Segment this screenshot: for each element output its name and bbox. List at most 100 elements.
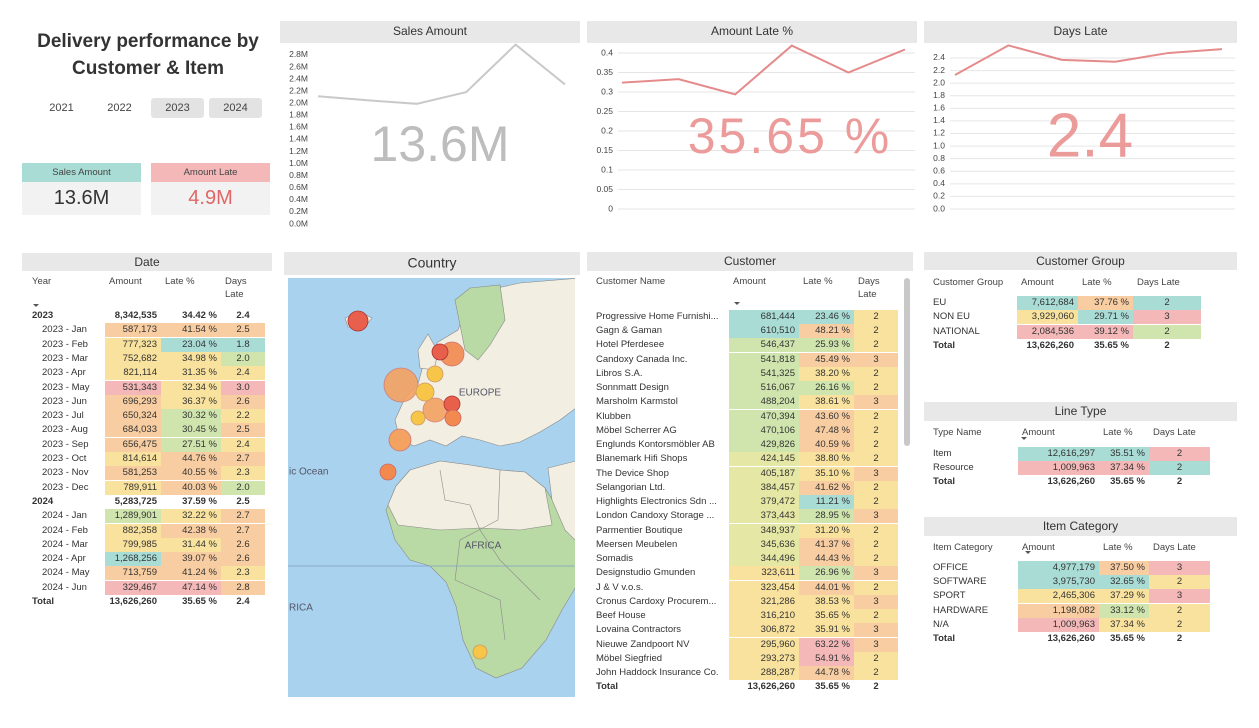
table-cell: 39.07 %	[161, 552, 221, 567]
table-cell: 42.38 %	[161, 523, 221, 538]
table-cell: 681,444	[729, 310, 799, 324]
map-bubble	[422, 397, 448, 423]
table-cell: Sonnmatt Design	[596, 382, 669, 394]
table-cell: 35.65 %	[799, 609, 854, 624]
table-cell: 2	[1149, 617, 1210, 632]
table-cell: Hotel Pferdesee	[596, 339, 665, 351]
table-cell: 37.34 %	[1099, 461, 1149, 475]
table-cell: 2.0	[221, 351, 265, 366]
table-header: Date	[22, 253, 272, 271]
table-cell: 35.65 %	[1110, 476, 1145, 487]
table-cell: 2.4	[236, 310, 250, 321]
map-bubble	[388, 428, 412, 452]
table-cell: 2	[854, 324, 898, 339]
table-cell: 306,872	[729, 623, 799, 638]
table-cell: Lovaina Contractors	[596, 624, 682, 636]
year-slicer-button[interactable]: 2023	[151, 98, 204, 118]
y-tick-label: 0.8	[933, 153, 945, 163]
table-cell: 44.01 %	[799, 580, 854, 595]
table-cell: 2	[1176, 633, 1183, 644]
table-cell: Nieuwe Zandpoort NV	[596, 638, 690, 650]
table-cell: 814,614	[105, 452, 161, 466]
land	[547, 460, 575, 541]
table-cell: 2023 - Oct	[42, 453, 87, 464]
table-cell: 344,496	[729, 552, 799, 567]
column-header: Late %	[1103, 542, 1133, 553]
table-cell: 43.60 %	[799, 409, 854, 424]
country-border	[439, 469, 541, 601]
table-cell: 2	[854, 552, 898, 567]
y-tick-label: 1.8M	[289, 110, 308, 120]
table-cell: 2024	[32, 495, 54, 507]
year-slicer-button[interactable]: 2022	[107, 102, 132, 114]
table-cell: 13,626,260	[109, 596, 157, 607]
table-cell: 2.2	[221, 409, 265, 424]
page-title: Delivery performance by Customer & Item	[37, 31, 259, 79]
table-cell: Highlights Electronics Sdn ...	[596, 496, 717, 508]
table-cell: 40.55 %	[161, 466, 221, 481]
column-header: Days Late	[858, 276, 880, 300]
table-cell: 2	[854, 666, 898, 680]
table-cell: 2	[1149, 447, 1210, 461]
table-cell: 3	[1133, 310, 1201, 325]
map-label: ic Ocean	[289, 467, 328, 478]
table-header: Item Category	[924, 517, 1237, 536]
table-cell: 12,616,297	[1018, 447, 1099, 461]
y-tick-label: 0.6	[933, 165, 945, 175]
y-tick-label: 1.2	[933, 128, 945, 138]
table-cell: 35.51 %	[1099, 447, 1149, 461]
table-cell: 2023 - Jan	[42, 324, 87, 336]
table-cell: 63.22 %	[799, 637, 854, 652]
table-cell: J & V v.o.s.	[596, 581, 644, 593]
scrollbar[interactable]	[904, 278, 910, 446]
table-cell: 288,287	[729, 666, 799, 680]
y-tick-label: 0.35	[596, 67, 613, 77]
table-cell: 25.93 %	[799, 338, 854, 353]
table-cell: 48.21 %	[799, 324, 854, 339]
year-slicer-button[interactable]: 2024	[209, 98, 262, 118]
table-cell: 429,826	[729, 438, 799, 453]
table-cell: 2023 - May	[42, 381, 90, 393]
table-cell: Total	[32, 596, 54, 607]
column-header: Type Name	[933, 427, 982, 438]
table-cell: 650,324	[105, 409, 161, 424]
map-label: RICA	[289, 603, 313, 614]
table-cell: Somadis	[596, 553, 633, 565]
map-bubble	[472, 644, 488, 660]
table-cell: 3	[854, 395, 898, 410]
table-cell: 13,626,260	[1047, 476, 1095, 487]
table-cell: 31.35 %	[161, 366, 221, 381]
table-cell: 696,293	[105, 394, 161, 409]
table-cell: 2024 - Jan	[42, 510, 87, 522]
table-cell: 40.59 %	[799, 438, 854, 453]
table-cell: 2023 - Aug	[42, 424, 88, 436]
table-cell: 41.24 %	[161, 566, 221, 581]
table-cell: John Haddock Insurance Co.	[596, 667, 719, 678]
table-cell: 2023 - Dec	[42, 481, 89, 493]
table-cell: 28.95 %	[799, 509, 854, 524]
column-header: Late %	[1082, 277, 1112, 288]
table-cell: 2	[854, 381, 898, 396]
year-slicer-button[interactable]: 2021	[49, 102, 74, 114]
table-cell: 2	[1133, 296, 1201, 310]
table-cell: 3	[854, 352, 898, 367]
table-cell: 1,268,256	[105, 552, 161, 567]
y-tick-label: 0.4	[933, 178, 945, 188]
table-cell: 2	[854, 423, 898, 438]
map-bubble	[347, 310, 369, 332]
table-cell: 26.96 %	[799, 566, 854, 581]
table-cell: 4,977,179	[1018, 561, 1099, 575]
table-cell: 321,286	[729, 594, 799, 609]
y-tick-label: 2.0	[933, 77, 945, 87]
table-cell: 1,009,963	[1018, 461, 1099, 475]
map-bubble	[415, 382, 435, 402]
table-cell: 2,465,306	[1018, 589, 1099, 604]
column-header: Late %	[1103, 427, 1133, 438]
y-tick-label: 1.6M	[289, 122, 308, 132]
table-cell: 37.59 %	[182, 495, 217, 507]
table-cell: 2.6	[221, 394, 265, 409]
y-tick-label: 0.8M	[289, 170, 308, 180]
table-cell: 2023 - Jul	[42, 410, 84, 422]
table-cell: 1,198,082	[1018, 603, 1099, 618]
column-header: Days Late	[225, 276, 247, 300]
